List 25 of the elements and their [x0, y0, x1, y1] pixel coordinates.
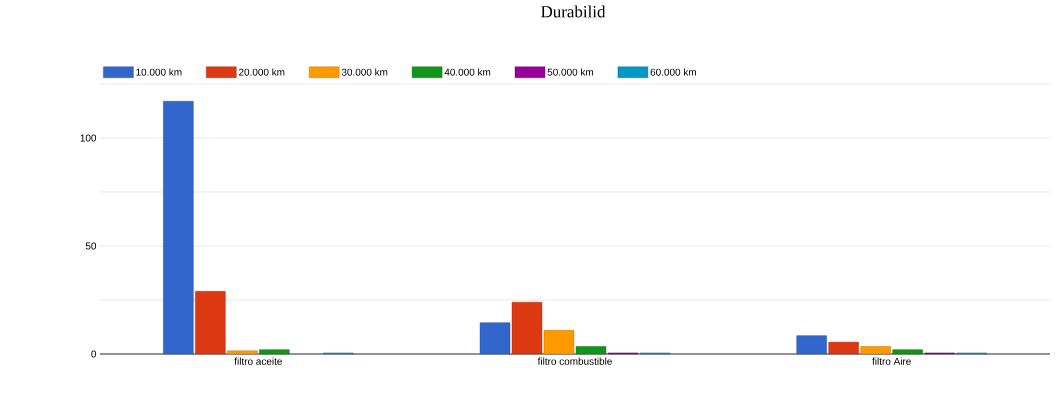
legend-label: 50.000 km — [547, 68, 594, 76]
bar — [259, 349, 290, 355]
bar — [227, 350, 258, 355]
bar — [195, 291, 226, 355]
legend-label: 10.000 km — [136, 68, 182, 76]
bar — [860, 346, 891, 355]
x-tick-label: filtro Aire — [872, 357, 911, 365]
y-tick-label: 100 — [80, 134, 97, 142]
bar — [543, 330, 575, 355]
bar — [163, 101, 194, 355]
legend-label: 20.000 km — [238, 68, 285, 76]
bar — [828, 341, 859, 355]
bar — [796, 335, 827, 355]
legend-label: 30.000 km — [341, 68, 388, 76]
x-tick-label: filtro combustible — [537, 357, 612, 365]
chart-title: Durabilid — [541, 5, 606, 18]
bar — [479, 322, 511, 355]
legend-label: 60.000 km — [650, 68, 696, 76]
y-tick-label: 50 — [85, 242, 97, 250]
bar — [511, 301, 543, 355]
x-tick-label: filtro aceite — [234, 357, 282, 365]
y-tick-label: 0 — [91, 350, 97, 358]
legend-label: 40.000 km — [444, 68, 491, 76]
bar — [575, 346, 607, 355]
bar — [892, 349, 923, 355]
